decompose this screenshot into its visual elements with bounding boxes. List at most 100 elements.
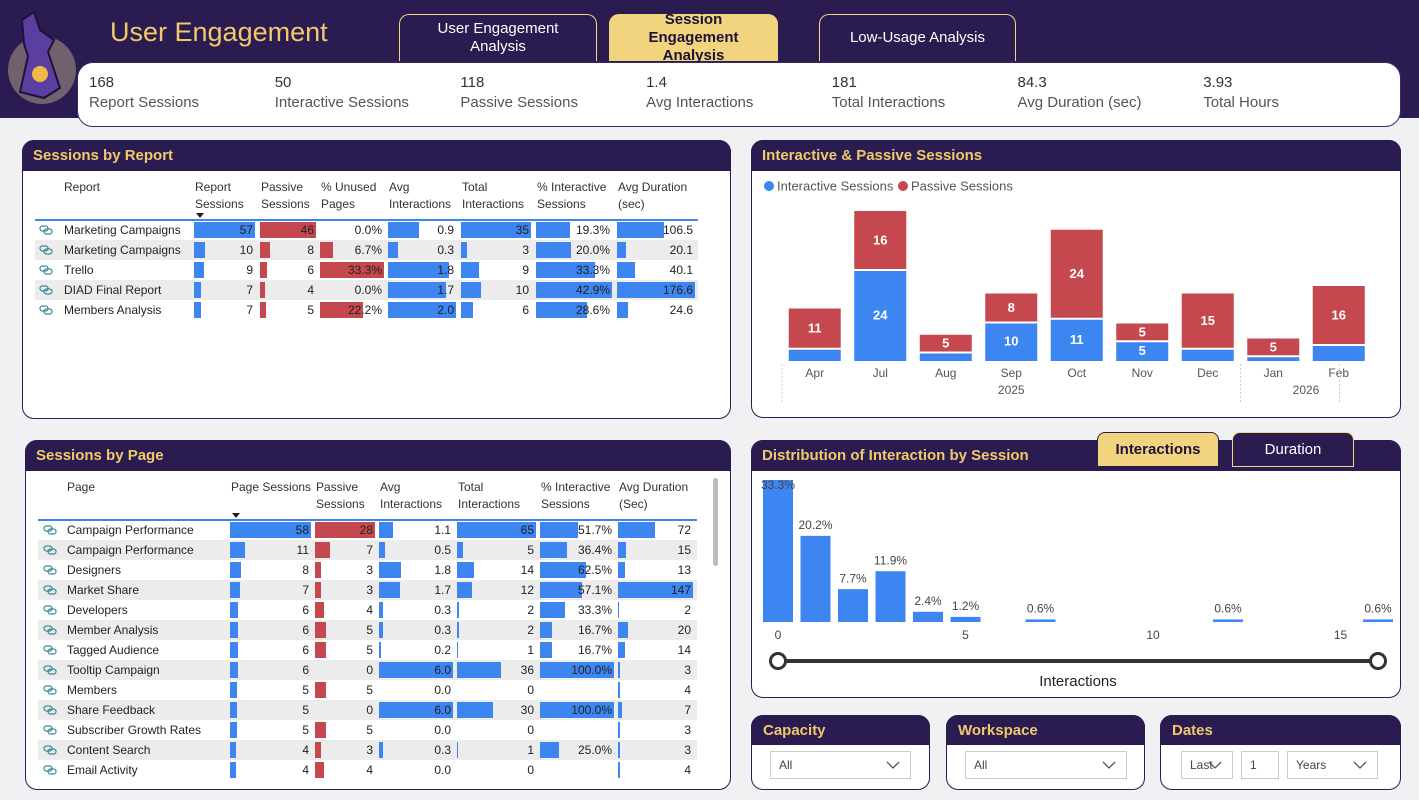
data-bar	[194, 262, 204, 278]
logo	[8, 10, 76, 104]
table-cell: 5	[366, 723, 373, 737]
table-cell: 24.6	[669, 303, 693, 317]
table-cell: 40.1	[669, 263, 693, 277]
kpi-label: Total Hours	[1203, 94, 1280, 111]
tab[interactable]: Session Engagement Analysis	[609, 11, 778, 64]
column-header[interactable]: % Interactive Sessions	[537, 180, 607, 211]
bar-segment	[788, 308, 841, 348]
header-rule	[35, 219, 698, 221]
link-ring	[47, 768, 57, 775]
table-cell: 4	[366, 763, 373, 777]
link-ring	[47, 628, 57, 635]
bar-segment	[985, 323, 1038, 361]
bar-segment	[1181, 349, 1234, 361]
dropdown[interactable]: Last	[1181, 751, 1233, 779]
toggle-button[interactable]: Interactions	[1097, 432, 1219, 467]
column-header[interactable]: Report	[64, 180, 101, 194]
page-title: User Engagement	[110, 17, 328, 47]
legend-label: Passive Sessions	[911, 178, 1013, 193]
bar	[875, 571, 906, 622]
bar-segment	[854, 211, 907, 269]
tab[interactable]: Low-Usage Analysis	[819, 14, 1016, 61]
slider-handle[interactable]	[769, 652, 787, 670]
data-label: 7.7%	[839, 571, 867, 585]
table-cell: 0.3	[434, 743, 451, 757]
panel	[751, 440, 1401, 698]
table-cell: Campaign Performance	[67, 523, 194, 537]
column-header[interactable]: Avg Interactions	[389, 180, 452, 211]
data-label: 0.6%	[1027, 602, 1055, 616]
data-bar	[230, 582, 240, 598]
column-header[interactable]: % Unused Pages	[321, 180, 377, 211]
column-header[interactable]: Total Interactions	[462, 180, 525, 211]
link-icon	[39, 225, 53, 235]
bar-segment	[985, 293, 1038, 322]
table-cell: 1.8	[434, 563, 451, 577]
table-cell: 1.7	[437, 283, 454, 297]
column-header[interactable]: Total Interactions	[458, 480, 521, 511]
data-bar	[618, 582, 693, 598]
bar-segment	[1247, 357, 1300, 361]
column-header[interactable]: Report Sessions	[195, 180, 244, 211]
link-ring	[43, 308, 53, 315]
data-label: 5	[942, 336, 949, 351]
panel-header	[25, 440, 731, 471]
table-cell: 28.6%	[575, 303, 610, 317]
bar	[1363, 619, 1393, 622]
bar	[913, 611, 943, 622]
column-header[interactable]: Avg Interactions	[380, 480, 443, 511]
data-bar	[315, 762, 324, 778]
legend-label: Interactive Sessions	[777, 178, 894, 193]
table-cell: Share Feedback	[67, 703, 156, 717]
dropdown-chevron	[1353, 761, 1367, 769]
data-bar	[457, 662, 501, 678]
data-bar	[194, 242, 205, 258]
link-icon	[39, 245, 53, 255]
table-cell: 7	[246, 283, 253, 297]
column-header[interactable]: % Interactive Sessions	[541, 480, 611, 511]
x-tick-label: 0	[775, 628, 782, 642]
bar-segment	[788, 349, 841, 361]
table-cell: Marketing Campaigns	[64, 223, 181, 237]
table-cell: 0.0	[434, 723, 451, 737]
column-header[interactable]: Passive Sessions	[316, 480, 365, 511]
bar-segment	[1050, 319, 1103, 361]
data-bar	[618, 762, 621, 778]
dropdown[interactable]: All	[770, 751, 911, 779]
column-header[interactable]: Page	[67, 480, 96, 494]
kpi-card	[77, 62, 1401, 127]
link-ring	[47, 688, 57, 695]
data-bar	[379, 542, 386, 558]
data-bar	[540, 642, 553, 658]
table-cell: 1.8	[437, 263, 454, 277]
slicer-header	[946, 715, 1145, 745]
tab[interactable]: User Engagement Analysis	[399, 14, 597, 61]
table-cell: 2	[684, 603, 691, 617]
column-header[interactable]: Page Sessions	[231, 480, 312, 494]
data-bar	[618, 562, 625, 578]
data-label: 8	[1008, 300, 1015, 315]
bar	[1213, 619, 1243, 622]
dropdown[interactable]: All	[965, 751, 1127, 779]
link-icon	[39, 305, 53, 315]
data-label: 11	[1070, 332, 1084, 347]
toggle-button[interactable]: Duration	[1232, 432, 1354, 467]
column-header[interactable]: Passive Sessions	[261, 180, 310, 211]
slicer-header	[1160, 715, 1401, 745]
table-cell: 58	[295, 523, 309, 537]
dropdown[interactable]: 1	[1241, 751, 1279, 779]
data-bar	[457, 582, 472, 598]
dropdown-chevron	[1208, 761, 1222, 769]
table-cell: 100.0%	[571, 703, 612, 717]
slider-handle[interactable]	[1369, 652, 1387, 670]
column-header[interactable]: Avg Duration (sec)	[618, 180, 688, 211]
table-cell: 33.3%	[347, 263, 382, 277]
data-bar	[230, 662, 239, 678]
data-bar	[315, 602, 324, 618]
data-bar	[320, 302, 363, 318]
link-ring	[43, 288, 53, 295]
data-bar	[379, 522, 393, 538]
table-cell: 9	[522, 263, 529, 277]
table-cell: 4	[366, 603, 373, 617]
column-header[interactable]: Avg Duration (Sec)	[619, 480, 689, 511]
